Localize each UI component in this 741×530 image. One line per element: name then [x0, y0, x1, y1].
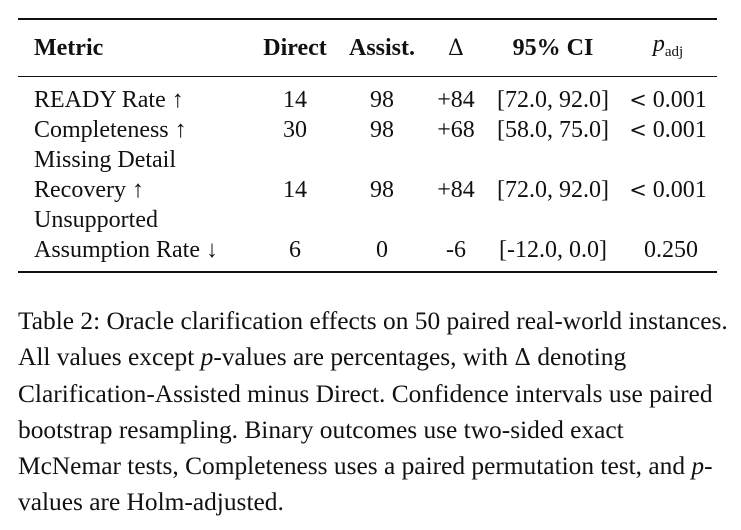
header-p-adj: padj [619, 20, 717, 76]
caption-p-symbol: p [691, 452, 705, 480]
table-row: READY Rate ↑ 14 98 +84 [72.0, 92.0] <0.0… [18, 77, 717, 115]
row-direct: 30 [283, 117, 307, 143]
table-top-rule [18, 18, 717, 20]
caption-text-4: -values are Holm-adjusted. [18, 452, 713, 516]
row-metric: READY Rate ↑ [34, 87, 184, 113]
row-p: 0.001 [652, 117, 707, 143]
delta-symbol: Δ [448, 35, 464, 61]
header-p-sub: adj [664, 44, 684, 60]
row-metric: Completeness ↑ [34, 117, 187, 143]
row-assist: 98 [370, 177, 394, 203]
row-p: 0.250 [644, 237, 698, 263]
row-direct: 14 [283, 87, 307, 113]
row-assist: 98 [370, 87, 394, 113]
row-ci: [58.0, 75.0] [497, 117, 609, 143]
table-caption: Table 2: Oracle clarification effects on… [18, 303, 728, 520]
row-delta: +84 [437, 87, 475, 113]
header-metric: Metric [34, 35, 104, 61]
row-ci: [72.0, 92.0] [497, 87, 609, 113]
table-body-grid: READY Rate ↑ 14 98 +84 [72.0, 92.0] <0.0… [18, 77, 717, 271]
row-p-lt: < [629, 178, 647, 202]
header-ci: 95% CI [512, 35, 594, 61]
row-direct: 6 [289, 237, 301, 263]
row-delta: +84 [437, 177, 475, 203]
table-row: Completeness ↑ Missing Detail 30 98 +68 [… [18, 115, 717, 175]
row-direct: 14 [283, 177, 307, 203]
row-metric: Assumption Rate ↓ [34, 237, 218, 263]
row-assist: 0 [376, 237, 388, 263]
caption-p-symbol: p [200, 343, 214, 371]
table-header-row: Metric Direct Assist. Δ 95% CI padj [18, 20, 717, 76]
table-row: Recovery ↑ Unsupported 14 98 +84 [72.0, 9… [18, 175, 717, 235]
row-metric-subline: Unsupported [34, 207, 158, 233]
row-p: 0.001 [652, 87, 707, 113]
row-delta: +68 [437, 117, 475, 143]
header-assist: Assist. [348, 35, 415, 61]
row-p-lt: < [629, 88, 647, 112]
table-body: READY Rate ↑ 14 98 +84 [72.0, 92.0] <0.0… [18, 77, 717, 271]
table-mid-rule [18, 76, 717, 77]
row-ci: [72.0, 92.0] [497, 177, 609, 203]
row-metric: Recovery ↑ [34, 177, 144, 203]
row-metric-subline: Missing Detail [34, 147, 176, 173]
table-bottom-rule [18, 271, 717, 273]
row-p-lt: < [629, 118, 647, 142]
caption-text-2: -values are percentages, with [213, 343, 515, 371]
header-p-main: p [652, 31, 665, 57]
caption-text-3: denoting Clarification-Assisted minus Di… [18, 343, 713, 480]
results-table: Metric Direct Assist. Δ 95% CI padj READ… [18, 18, 717, 273]
row-assist: 98 [370, 117, 394, 143]
row-p: 0.001 [652, 177, 707, 203]
header-direct: Direct [263, 35, 327, 61]
table-row: Assumption Rate ↓ 6 0 -6 [-12.0, 0.0] 0.… [18, 235, 717, 271]
header-delta: Δ [425, 20, 487, 76]
table-grid: Metric Direct Assist. Δ 95% CI padj [18, 20, 717, 76]
caption-text-1: Table 2: Oracle clarification effects on… [18, 307, 728, 371]
row-ci: [-12.0, 0.0] [499, 237, 607, 263]
caption-delta-symbol: Δ [514, 345, 531, 371]
row-delta: -6 [446, 237, 466, 263]
